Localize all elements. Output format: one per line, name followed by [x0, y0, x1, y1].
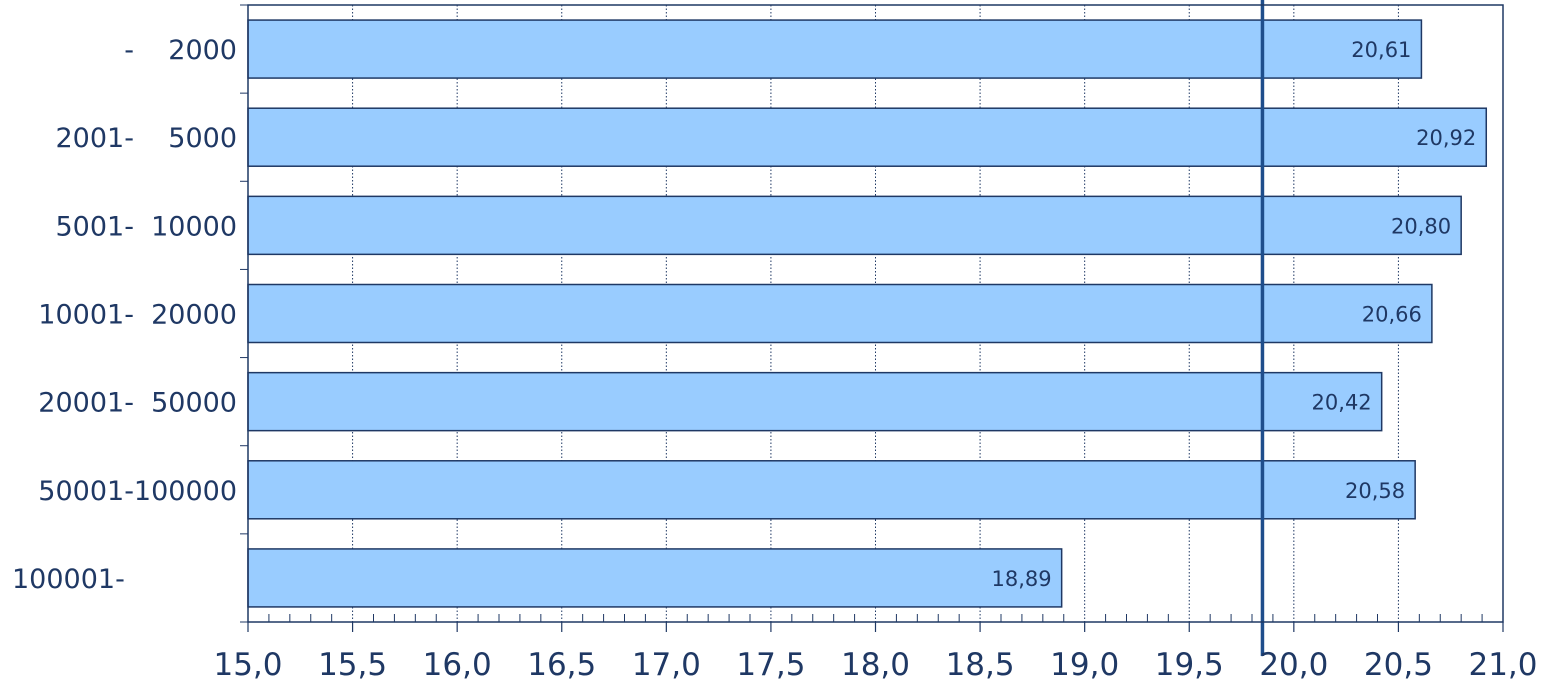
axes	[240, 4, 1504, 632]
x-tick-label: 17,0	[632, 647, 701, 683]
x-tick-label: 20,0	[1259, 647, 1328, 683]
bar	[247, 195, 1462, 256]
category-label: 10001- 20000	[38, 300, 237, 331]
category-label: 100001-	[12, 564, 125, 595]
category-label: - 2000	[124, 35, 237, 66]
bar	[247, 460, 1416, 520]
bar	[247, 548, 1063, 608]
x-tick-label: 16,5	[527, 647, 596, 683]
x-tick-label: 21,0	[1468, 647, 1537, 683]
data-label: 20,61	[1351, 38, 1411, 62]
x-tick-label: 18,0	[841, 647, 910, 683]
data-label: 20,80	[1391, 214, 1451, 238]
category-label: 5001- 10000	[55, 211, 237, 242]
x-tick-label: 19,0	[1050, 647, 1119, 683]
category-label: 50001-100000	[38, 476, 237, 507]
bar	[247, 371, 1383, 432]
x-tick-label: 17,5	[736, 647, 805, 683]
x-tick-label: 18,5	[946, 647, 1015, 683]
labels: 20,61 20,92 20,80 20,66 20,42 20,58 18,89 15,0 1…	[12, 35, 1538, 683]
data-label: 20,92	[1416, 126, 1476, 150]
data-label: 20,58	[1345, 479, 1405, 503]
bars	[247, 19, 1488, 608]
bar	[247, 107, 1488, 167]
category-label: 2001- 5000	[56, 123, 238, 154]
data-label: 18,89	[992, 567, 1052, 591]
data-label: 20,66	[1362, 303, 1422, 327]
bar	[247, 283, 1433, 344]
x-tick-label: 15,5	[318, 647, 387, 683]
x-tick-label: 19,5	[1155, 647, 1224, 683]
bar	[247, 19, 1423, 79]
x-tick-label: 20,5	[1364, 647, 1433, 683]
category-label: 20001- 50000	[38, 388, 237, 419]
x-tick-label: 15,0	[213, 647, 282, 683]
x-tick-label: 16,0	[423, 647, 492, 683]
data-label: 20,42	[1312, 391, 1372, 415]
